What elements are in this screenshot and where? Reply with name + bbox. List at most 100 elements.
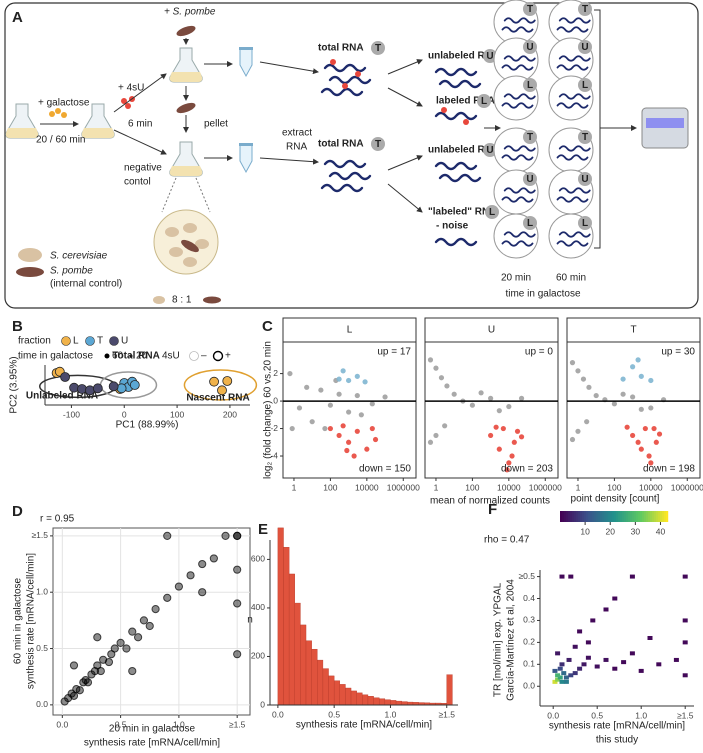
point xyxy=(129,380,140,390)
bar xyxy=(322,668,329,706)
point xyxy=(198,559,207,569)
colorbar-step xyxy=(612,511,615,522)
point xyxy=(327,402,334,408)
x-tick-label: 0.0 xyxy=(272,709,284,719)
tube-icon xyxy=(238,46,254,77)
point xyxy=(584,419,590,425)
x-tick-label: 1.0 xyxy=(635,710,647,720)
panel-label: E xyxy=(258,521,268,538)
annotation: down = 198 xyxy=(643,464,695,475)
point xyxy=(648,377,654,384)
point xyxy=(511,439,517,445)
x-tick-label: 1 xyxy=(576,482,581,492)
point xyxy=(372,436,379,443)
colorbar-step xyxy=(598,511,601,522)
y-axis-label: García-Martínez et al, 2004 xyxy=(506,579,517,701)
bar xyxy=(339,684,346,706)
x-tick-label: 0.0 xyxy=(547,710,559,720)
point xyxy=(442,423,448,429)
point xyxy=(85,385,95,396)
density-cell xyxy=(557,666,563,671)
x-tick-label: 100 xyxy=(607,482,621,492)
facet-strip xyxy=(282,317,417,343)
y-tick-label: 0.3 xyxy=(523,615,535,625)
colorbar-step xyxy=(596,511,599,522)
colorbar-step xyxy=(590,511,593,522)
chart-title: rho = 0.47 xyxy=(484,535,530,546)
colorbar-title: point density [count] xyxy=(571,494,660,505)
schematic-label: + galactose xyxy=(38,98,90,109)
y-tick-label: 600 xyxy=(251,554,265,564)
density-cell xyxy=(566,657,572,662)
colorbar-step xyxy=(656,511,659,522)
colorbar-step xyxy=(608,511,611,522)
x-axis-label: synthesis rate [mRNA/cell/min] xyxy=(84,738,220,749)
group-label: Unlabeled RNA xyxy=(26,391,98,402)
badge-letter: L xyxy=(527,80,533,91)
colorbar-step xyxy=(594,511,597,522)
density-cell xyxy=(585,640,591,645)
badge xyxy=(523,216,537,230)
point xyxy=(575,428,581,434)
badge xyxy=(477,94,491,108)
point xyxy=(469,402,476,408)
point xyxy=(108,381,119,392)
annotation: up = 30 xyxy=(661,347,695,358)
point xyxy=(336,391,342,397)
y-axis-label: PC2 (3.95%) xyxy=(9,356,20,413)
point xyxy=(575,368,581,374)
x-tick-label: 0.5 xyxy=(328,709,340,719)
point xyxy=(77,384,87,394)
colorbar-step xyxy=(580,511,583,522)
density-cell xyxy=(581,662,587,667)
point xyxy=(233,599,242,608)
density-cell xyxy=(638,668,644,673)
point xyxy=(346,409,352,415)
schematic-label: + S. pombe xyxy=(164,7,216,18)
legend-label: (internal control) xyxy=(50,279,122,290)
legend-label: L xyxy=(73,336,79,347)
point xyxy=(518,434,525,440)
point xyxy=(336,432,342,439)
x-tick-label: 0.5 xyxy=(115,719,127,729)
point xyxy=(369,425,375,432)
point xyxy=(163,593,172,602)
x-tick-label: ≥1.5 xyxy=(439,709,456,719)
point xyxy=(340,368,346,374)
colorbar-step xyxy=(616,511,619,522)
legend-swatch xyxy=(104,353,110,359)
legend-swatch xyxy=(129,354,133,358)
annotation: down = 150 xyxy=(359,464,411,475)
point xyxy=(60,372,70,382)
colorbar-step xyxy=(654,511,657,522)
bar xyxy=(333,680,340,706)
x-tick-label: 0.5 xyxy=(591,710,603,720)
panel-frame xyxy=(4,2,699,309)
point xyxy=(221,531,230,540)
point xyxy=(222,376,233,386)
point xyxy=(451,391,457,397)
point xyxy=(186,571,195,580)
y-tick-label: 0.0 xyxy=(523,681,535,691)
point xyxy=(116,638,125,648)
point xyxy=(151,605,160,614)
point xyxy=(75,686,84,695)
flask-icon xyxy=(169,47,203,83)
point xyxy=(287,370,293,377)
point xyxy=(93,633,102,642)
point xyxy=(69,661,79,670)
density-cell xyxy=(603,607,609,612)
colorbar-tick-label: 40 xyxy=(656,526,666,536)
point xyxy=(427,357,434,363)
bar xyxy=(305,640,312,706)
schematic-label: unlabeled RNA xyxy=(428,51,499,62)
point xyxy=(340,423,346,429)
badge xyxy=(578,216,592,230)
colorbar-step xyxy=(588,511,591,522)
plot-frame xyxy=(52,527,251,716)
schematic-label: extract xyxy=(282,128,312,139)
y-tick-label: 2 xyxy=(273,368,278,378)
point xyxy=(233,650,242,659)
point xyxy=(209,554,218,563)
x-axis-label: mean of normalized counts xyxy=(430,496,550,507)
